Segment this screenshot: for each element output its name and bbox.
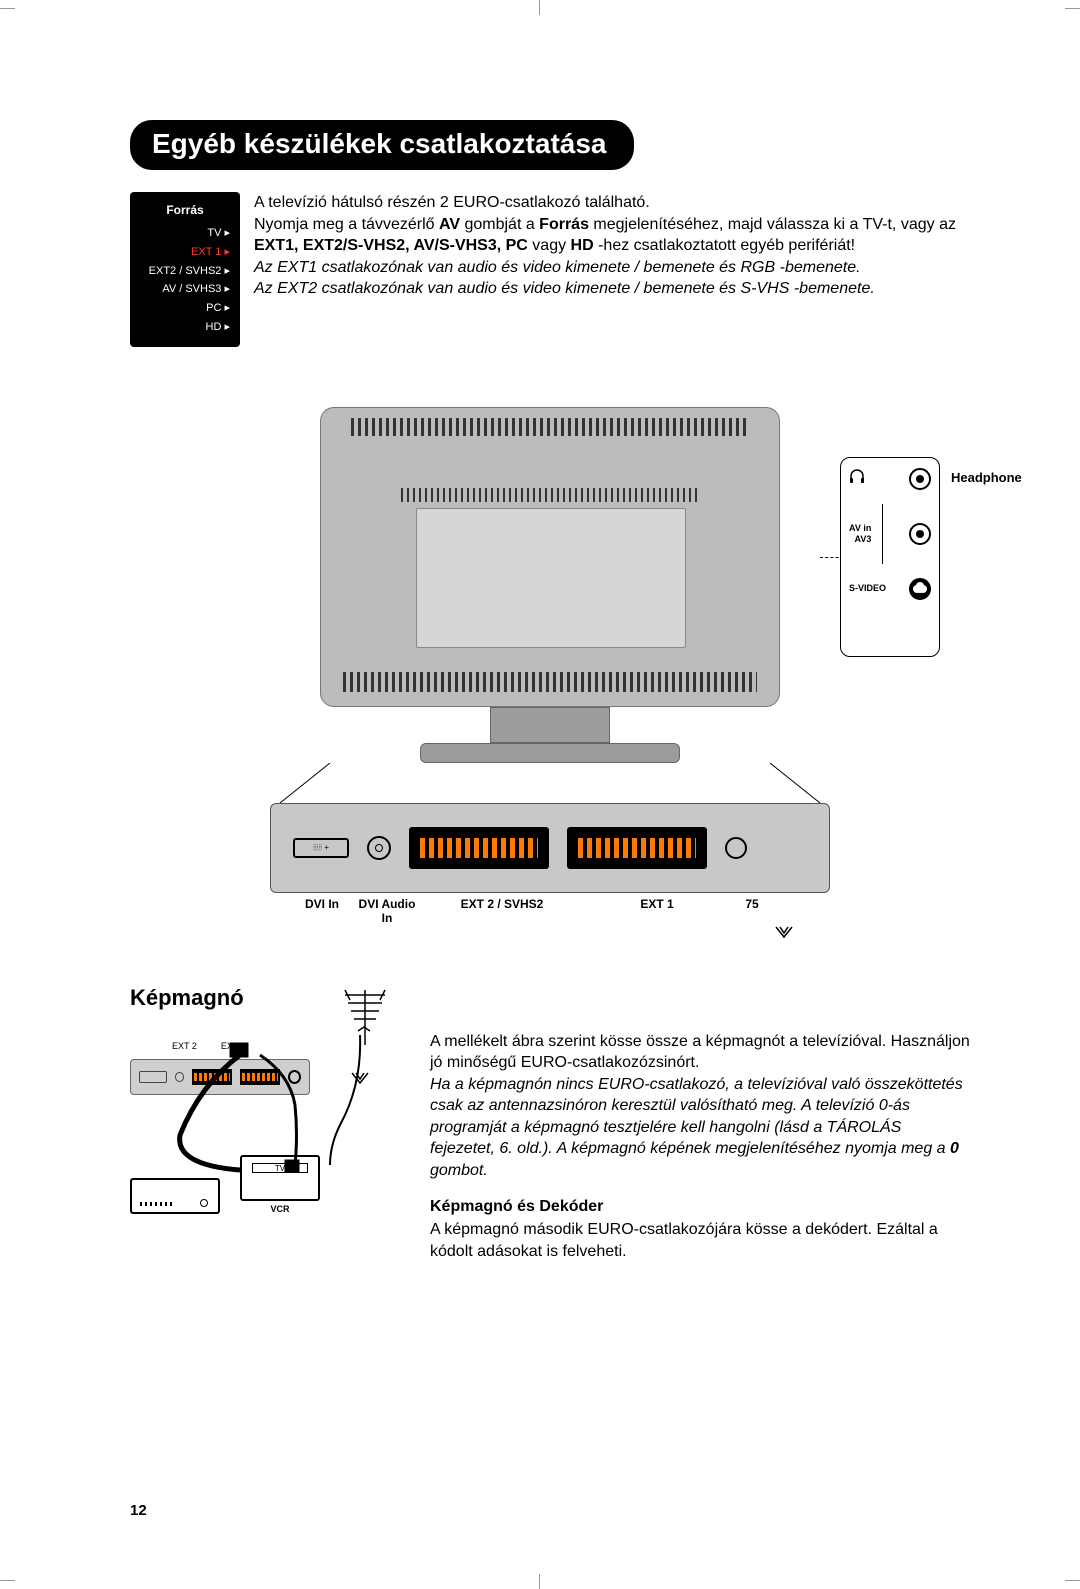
- tv-diagram: Headphone AV in AV3 S-VIDEO: [270, 407, 830, 763]
- bracket: [875, 504, 883, 564]
- intro-bold: Forrás: [539, 216, 589, 233]
- source-item-selected: EXT 1 ▸: [140, 243, 230, 262]
- av3-label: AV3: [855, 534, 872, 544]
- headphone-jack: [909, 468, 931, 490]
- avin-label: AV in: [849, 523, 871, 533]
- scart-ext2: [409, 827, 549, 869]
- headphone-label: Headphone: [951, 470, 1022, 485]
- vcr-caption: VCR: [240, 1204, 320, 1214]
- rear-panel: ⦙⦙⦙⦙⦙ +: [270, 803, 830, 893]
- vcr-p2: A képmagnó második EURO-csatlakozójára k…: [430, 1221, 938, 1260]
- guide-lines: [270, 763, 830, 803]
- scart-ext1: [567, 827, 707, 869]
- vcr-italic-b: 0: [950, 1140, 959, 1157]
- vcr-subheading: Képmagnó és Dekóder: [430, 1196, 970, 1218]
- tv-neck: [490, 707, 610, 743]
- source-item: TV ▸: [140, 224, 230, 243]
- intro-line: Nyomja meg a távvezérlő: [254, 216, 439, 233]
- source-header: Forrás: [140, 200, 230, 220]
- tv-vents: [401, 488, 699, 502]
- decoder-box: [130, 1178, 220, 1214]
- intro-italic: Az EXT1 csatlakozónak van audio és video…: [254, 259, 861, 276]
- svideo-label: S-VIDEO: [849, 583, 886, 594]
- intro-bold: EXT1, EXT2/S-VHS2, AV/S-VHS3, PC: [254, 237, 528, 254]
- tv-base: [420, 743, 680, 763]
- intro-line: vagy: [528, 237, 571, 254]
- intro-line: gombját a: [460, 216, 539, 233]
- source-item: EXT2 / SVHS2 ▸: [140, 262, 230, 281]
- intro-line: A televízió hátulsó részén 2 EURO-csatla…: [254, 194, 650, 211]
- vcr-p1: A mellékelt ábra szerint kösse össze a k…: [430, 1033, 970, 1072]
- intro-bold: AV: [439, 216, 460, 233]
- label-ext1: EXT 1: [582, 897, 732, 925]
- intro-line: megjelenítéséhez, majd válassza ki a TV-…: [589, 216, 956, 233]
- tv-vents: [343, 672, 757, 692]
- intro-line: -hez csatlakoztatott egyéb perifériát!: [594, 237, 855, 254]
- antenna-coax: [725, 837, 747, 859]
- tv-body: [320, 407, 780, 707]
- dvi-port: ⦙⦙⦙⦙⦙ +: [293, 838, 349, 858]
- source-menu: Forrás TV ▸ EXT 1 ▸ EXT2 / SVHS2 ▸ AV / …: [130, 192, 240, 347]
- label-dvi-audio: DVI Audio In: [352, 897, 422, 925]
- intro-bold: HD: [571, 237, 594, 254]
- av-jack: [909, 523, 931, 545]
- tv-icon-label: TV: [252, 1163, 308, 1173]
- tv-vents: [351, 418, 749, 436]
- vcr-diagram: Képmagnó EXT 2 EXT 1: [130, 985, 400, 1263]
- headphone-icon: [849, 469, 865, 488]
- rear-panel-diagram: ⦙⦙⦙⦙⦙ + DVI In DVI Audio In EXT 2 / SVHS…: [270, 803, 830, 925]
- label-dvi: DVI In: [292, 897, 352, 925]
- svideo-jack: [909, 578, 931, 600]
- vcr-text: A mellékelt ábra szerint kösse össze a k…: [430, 985, 970, 1263]
- tv-back-panel: [416, 508, 686, 648]
- page-title: Egyéb készülékek csatlakoztatása: [130, 120, 634, 170]
- source-item: PC ▸: [140, 299, 230, 318]
- label-ext2: EXT 2 / SVHS2: [422, 897, 582, 925]
- source-item: HD ▸: [140, 318, 230, 337]
- vcr-section: Képmagnó EXT 2 EXT 1: [130, 985, 970, 1263]
- intro-italic: Az EXT2 csatlakozónak van audio és video…: [254, 280, 875, 297]
- vcr-italic: Ha a képmagnón nincs EURO-csatlakozó, a …: [430, 1076, 963, 1158]
- antenna-symbol-icon: [774, 925, 794, 939]
- intro-row: Forrás TV ▸ EXT 1 ▸ EXT2 / SVHS2 ▸ AV / …: [130, 192, 970, 347]
- vcr-italic-end: gombot.: [430, 1162, 488, 1179]
- ant-symbol-icon: [352, 1073, 368, 1083]
- audio-jack: [367, 836, 391, 860]
- vcr-box: TV: [240, 1155, 320, 1201]
- source-item: AV / SVHS3 ▸: [140, 280, 230, 299]
- label-75: 75: [732, 897, 772, 925]
- rear-labels: DVI In DVI Audio In EXT 2 / SVHS2 EXT 1 …: [270, 893, 830, 925]
- intro-text: A televízió hátulsó részén 2 EURO-csatla…: [254, 192, 970, 347]
- page-number: 12: [130, 1502, 147, 1519]
- side-panel-callout: Headphone AV in AV3 S-VIDEO: [840, 457, 940, 657]
